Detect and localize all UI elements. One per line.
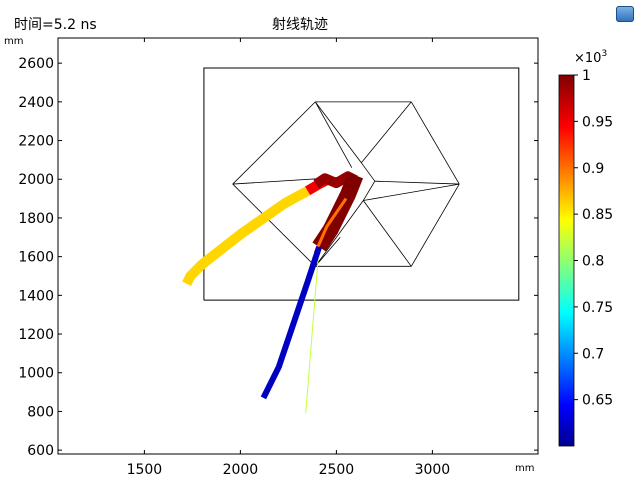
colorbar-gradient [558,74,575,447]
x-axis-unit: mm [515,463,535,474]
y-tick-label: 1800 [18,211,54,227]
hexagon-edge [314,101,362,164]
hexagon-edge [361,162,376,182]
colorbar-tick-label: 1 [582,68,591,84]
hexagon-edge [232,183,316,267]
x-tick-label: 3000 [415,462,451,478]
time-label: 时间=5.2 ns [14,17,97,33]
ray-layer [182,171,364,414]
y-tick-label: 1400 [18,288,54,304]
plot-title: 射线轨迹 [272,17,328,33]
y-tick-label: 2400 [18,95,54,111]
ray-trajectory [313,197,348,254]
x-axis: 1500 2000 2500 3000 [127,38,451,478]
x-tick-label: 2000 [223,462,259,478]
hexagon-edge [362,200,412,267]
colorbar-tick-label: 0.85 [582,207,613,223]
domain-boundary [203,67,520,301]
y-tick-label: 2000 [18,172,54,188]
colorbar-tick-label: 0.9 [582,161,604,177]
x-tick-label: 2500 [319,462,355,478]
window-toggle-icon[interactable] [616,6,634,22]
hexagon-edge [410,183,460,267]
hexagon-edge [314,200,364,267]
colorbar-multiplier: ×103 [574,49,607,66]
y-axis: 2600 2400 2200 2000 1800 1600 1400 1200 1000 800 6… [18,56,538,459]
hexagon-edge [374,180,460,185]
geometry-layer [203,67,520,301]
ray-trajectory [260,246,322,400]
hexagon-edge [232,101,316,185]
y-tick-label: 1000 [18,366,54,382]
y-tick-label: 2600 [18,56,54,72]
colorbar-tick-label: 0.8 [582,254,604,270]
hexagon-edge [314,101,353,168]
hexagon-edge [362,180,376,201]
ray-trajectory [182,186,310,286]
y-tick-label: 600 [27,443,54,459]
colorbar-tick-label: 0.65 [582,393,613,409]
y-axis-unit: mm [4,36,24,47]
hexagon-edge [314,237,341,267]
colorbar-tick-label: 0.95 [582,114,613,130]
y-tick-label: 800 [27,404,54,420]
colorbar-tick-label: 0.75 [582,300,613,316]
hexagon-edge [363,183,460,201]
axes-frame [57,37,539,455]
y-tick-label: 1200 [18,327,54,343]
x-tick-label: 1500 [127,462,163,478]
colorbar-tick-label: 0.7 [582,346,604,362]
ray-trajectory [312,172,364,252]
hexagon-edge [410,101,460,185]
ray-trajectory [305,246,320,414]
y-tick-label: 1600 [18,250,54,266]
y-tick-label: 2200 [18,134,54,150]
hexagon-edge [361,101,412,164]
colorbar: ×103 1 0.95 0.9 0.85 0.8 0.75 0.7 0.65 [558,49,613,447]
